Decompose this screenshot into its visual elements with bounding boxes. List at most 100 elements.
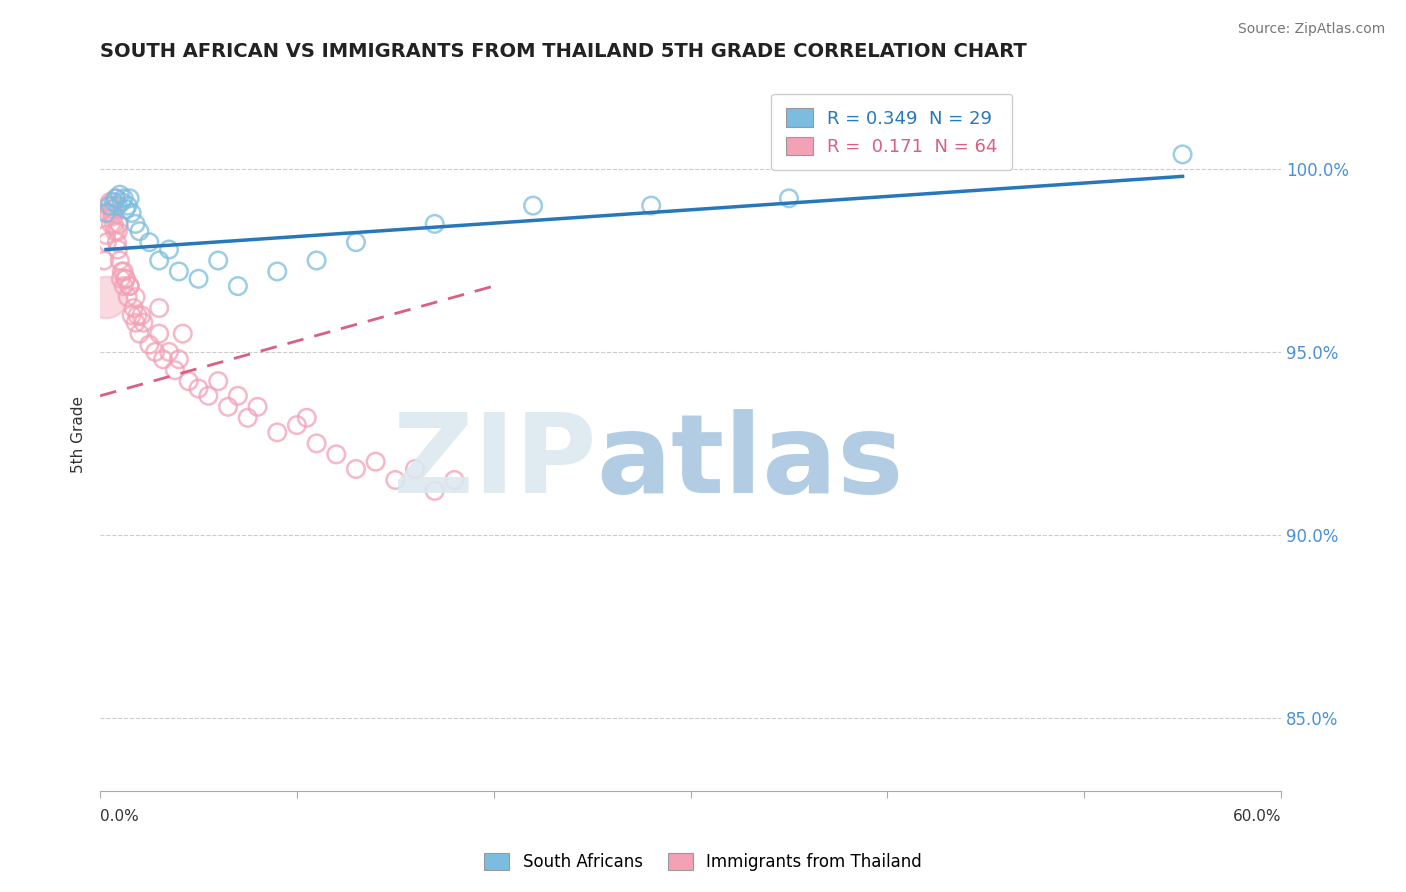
Text: SOUTH AFRICAN VS IMMIGRANTS FROM THAILAND 5TH GRADE CORRELATION CHART: SOUTH AFRICAN VS IMMIGRANTS FROM THAILAN… [100,42,1026,61]
Point [138,235,160,250]
Legend: R = 0.349  N = 29, R =  0.171  N = 64: R = 0.349 N = 29, R = 0.171 N = 64 [772,94,1012,170]
Point [122,301,145,315]
Point [124,217,146,231]
Point [104,224,127,238]
Point [177,374,200,388]
Point [111,264,134,278]
Point [143,345,166,359]
Point [103,194,125,209]
Point [112,264,135,278]
Point [94,227,117,242]
Point [98,194,121,209]
Point [107,224,129,238]
Point [103,217,125,231]
Point [127,309,149,323]
Point [100,217,122,231]
Y-axis label: 5th Grade: 5th Grade [72,396,86,473]
Point [522,199,544,213]
Point [148,326,170,341]
Point [110,272,132,286]
Point [118,279,141,293]
Point [101,210,124,224]
Point [112,191,135,205]
Point [384,473,406,487]
Point [344,462,367,476]
Point [423,217,446,231]
Point [104,191,127,205]
Point [107,243,129,257]
Point [98,206,121,220]
Point [128,224,150,238]
Point [105,235,128,250]
Point [108,217,131,231]
Point [108,253,131,268]
Point [364,455,387,469]
Legend: South Africans, Immigrants from Thailand: South Africans, Immigrants from Thailand [477,845,929,880]
Point [93,253,115,268]
Point [101,202,124,217]
Text: Source: ZipAtlas.com: Source: ZipAtlas.com [1237,22,1385,37]
Point [114,202,136,217]
Text: atlas: atlas [596,409,904,516]
Point [101,206,124,220]
Point [117,199,139,213]
Point [138,337,160,351]
Point [1171,147,1194,161]
Point [108,187,131,202]
Text: 0.0%: 0.0% [100,809,139,824]
Point [157,243,180,257]
Point [246,400,269,414]
Point [103,199,125,213]
Point [640,199,662,213]
Point [114,272,136,286]
Point [97,199,120,213]
Point [207,253,229,268]
Point [305,253,328,268]
Point [778,191,800,205]
Point [266,425,288,440]
Point [124,290,146,304]
Point [197,389,219,403]
Point [148,253,170,268]
Point [423,483,446,498]
Point [121,206,143,220]
Point [226,389,249,403]
Point [148,301,170,315]
Point [131,309,153,323]
Point [124,316,146,330]
Point [236,410,259,425]
Point [187,382,209,396]
Point [217,400,239,414]
Point [167,264,190,278]
Point [114,272,136,286]
Point [94,290,117,304]
Point [187,272,209,286]
Point [117,290,139,304]
Point [207,374,229,388]
Point [118,191,141,205]
Point [157,345,180,359]
Point [107,199,129,213]
Point [285,418,308,433]
Point [344,235,367,250]
Text: ZIP: ZIP [392,409,596,516]
Point [121,309,143,323]
Point [167,352,190,367]
Point [96,235,118,250]
Point [128,326,150,341]
Text: 60.0%: 60.0% [1233,809,1281,824]
Point [172,326,194,341]
Point [295,410,318,425]
Point [443,473,465,487]
Point [152,352,174,367]
Point [226,279,249,293]
Point [132,316,155,330]
Point [404,462,426,476]
Point [163,363,186,377]
Point [111,194,134,209]
Point [305,436,328,450]
Point [94,206,117,220]
Point [118,279,141,293]
Point [112,279,135,293]
Point [325,447,347,461]
